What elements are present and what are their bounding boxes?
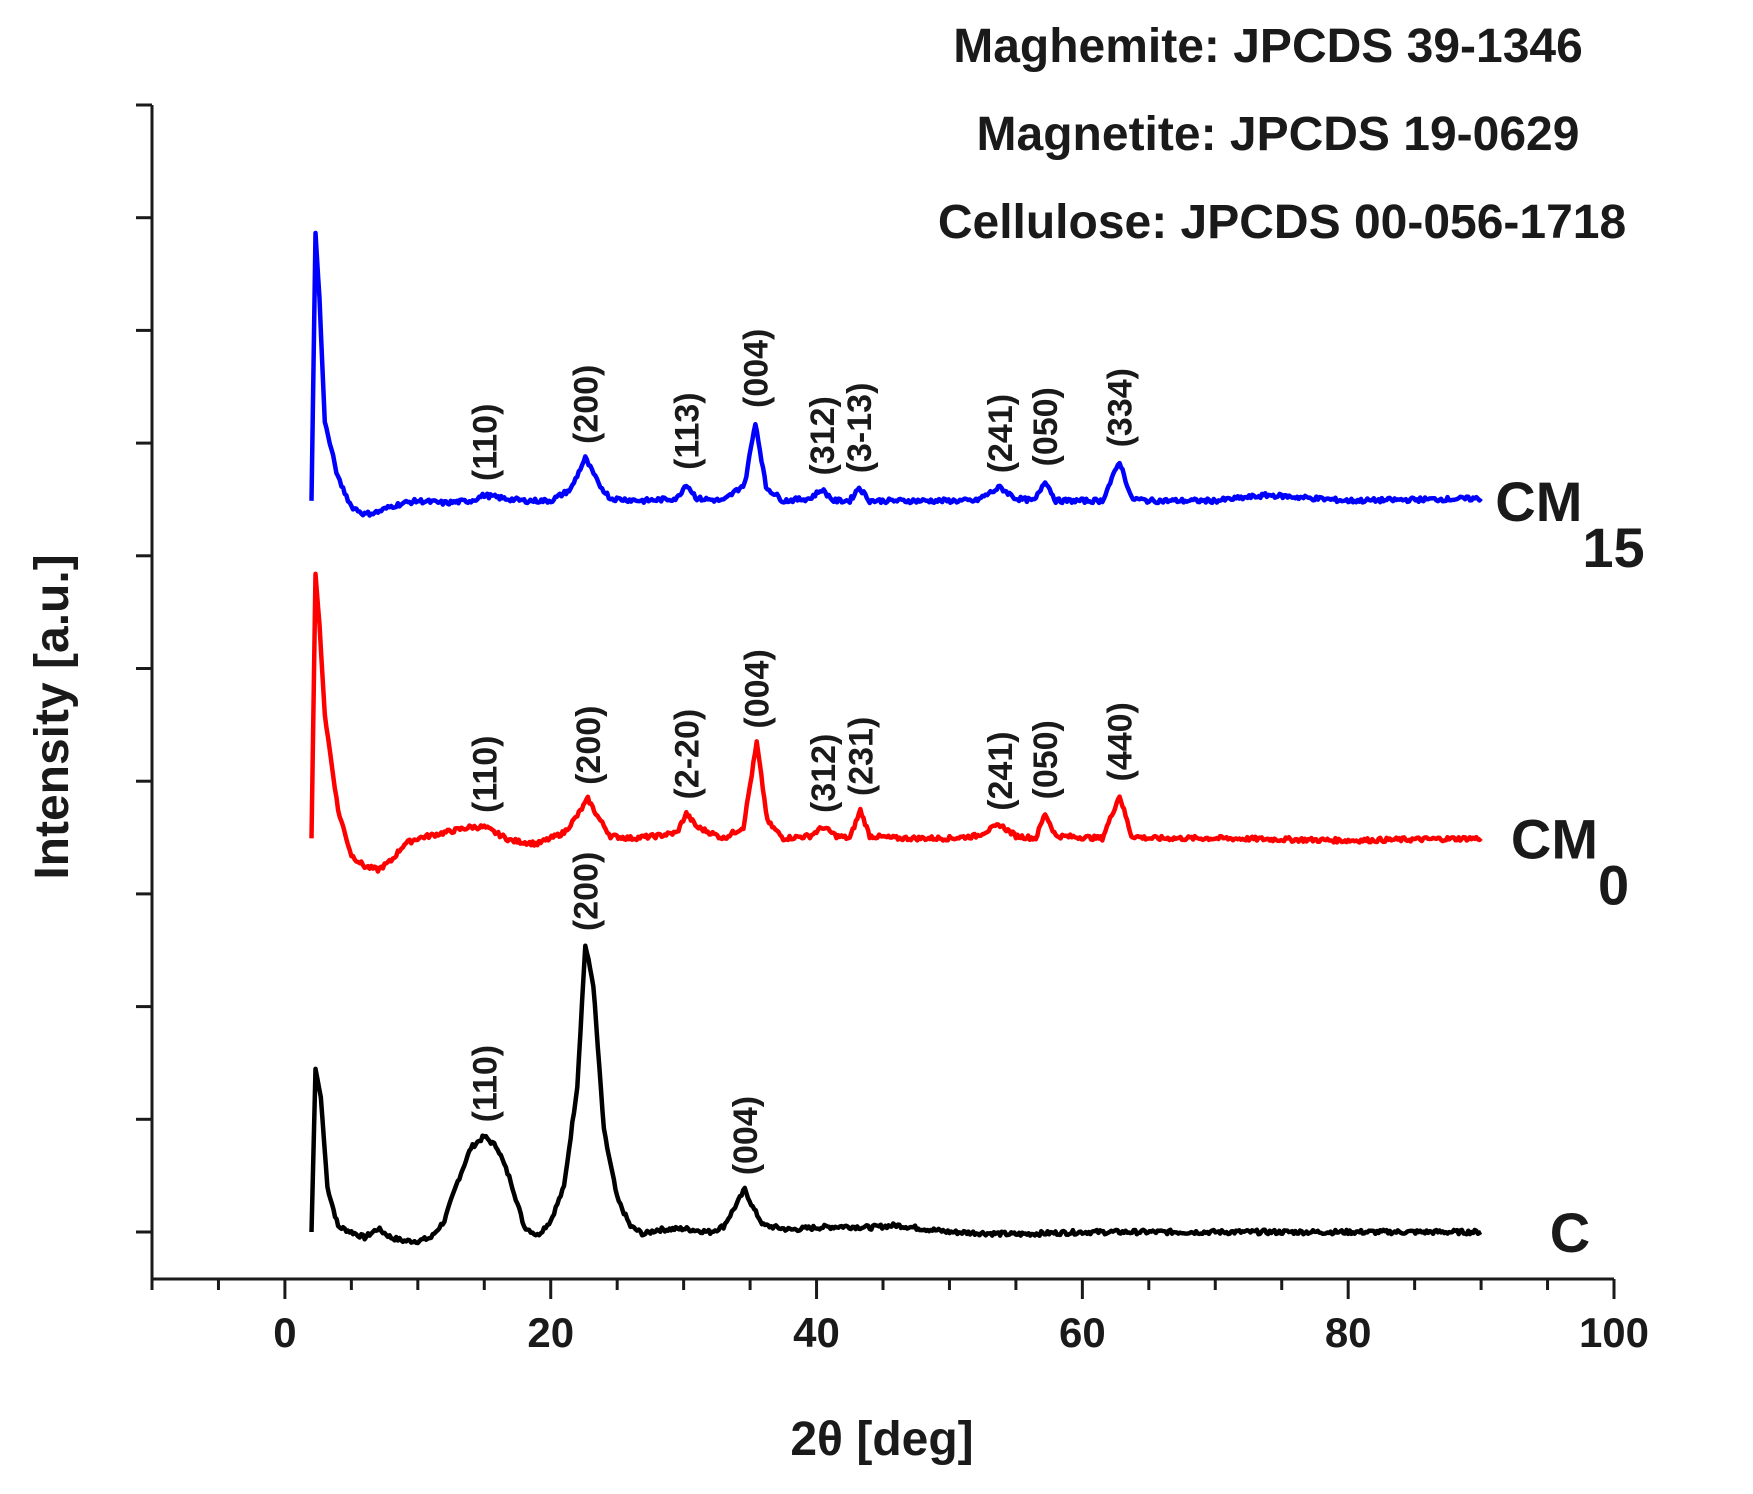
x-axis-title: 2θ [deg] bbox=[790, 1413, 973, 1466]
peak-label-CM15: (334) bbox=[1102, 368, 1140, 447]
x-ticks: 0 20 40 60 80 100 bbox=[150, 1279, 1649, 1356]
x-tick-label: 80 bbox=[1325, 1309, 1372, 1356]
series-line-C bbox=[309, 943, 1483, 1246]
series-label-main: CM bbox=[1495, 470, 1582, 533]
reference-magnetite: Magnetite: JPCDS 19-0629 bbox=[977, 108, 1580, 161]
peak-label-CM0: (004) bbox=[739, 649, 777, 728]
peak-label-C: (110) bbox=[466, 1045, 504, 1123]
series-label-main: C bbox=[1550, 1201, 1590, 1264]
peak-label-CM0: (312) bbox=[805, 734, 843, 813]
peak-label-C: (200) bbox=[567, 852, 605, 931]
peak-label-C: (004) bbox=[727, 1096, 765, 1175]
peak-label-CM15: (3-13) bbox=[841, 383, 879, 474]
peak-label-CM0: (110) bbox=[466, 736, 504, 814]
peak-label-CM0: (231) bbox=[842, 717, 880, 796]
peak-label-CM0: (050) bbox=[1027, 720, 1065, 799]
series-label-sub: 0 bbox=[1598, 853, 1629, 916]
peak-label-CM0: (241) bbox=[982, 731, 1020, 810]
reference-cards: Maghemite: JPCDS 39-1346 Magnetite: JPCD… bbox=[938, 20, 1626, 249]
peak-label-CM15: (200) bbox=[567, 365, 605, 444]
series-line-CM15 bbox=[309, 230, 1483, 518]
x-tick-label: 0 bbox=[273, 1309, 296, 1356]
series-label-C: C bbox=[1550, 1201, 1590, 1264]
series-label-main: CM bbox=[1511, 807, 1598, 870]
reference-maghemite: Maghemite: JPCDS 39-1346 bbox=[953, 20, 1583, 73]
peak-label-CM15: (241) bbox=[982, 394, 1020, 473]
peak-label-CM0: (440) bbox=[1102, 702, 1140, 781]
peak-label-CM15: (050) bbox=[1027, 387, 1065, 466]
peak-label-CM0: (2-20) bbox=[668, 709, 706, 800]
data-series bbox=[309, 230, 1483, 1246]
peak-label-CM0: (200) bbox=[570, 706, 608, 785]
x-tick-label: 100 bbox=[1579, 1309, 1649, 1356]
x-tick-label: 20 bbox=[527, 1309, 574, 1356]
series-line-CM0 bbox=[309, 571, 1483, 874]
peak-label-CM15: (004) bbox=[737, 329, 775, 408]
peak-label-CM15: (113) bbox=[668, 392, 706, 470]
axes bbox=[150, 105, 1614, 1281]
y-axis-title: Intensity [a.u.] bbox=[26, 554, 79, 879]
y-ticks bbox=[136, 103, 152, 1234]
peak-label-CM15: (312) bbox=[804, 396, 842, 475]
peak-labels: (110) (200) (004) (110) (200) (2-20) (004) (312… bbox=[466, 329, 1139, 1176]
reference-cellulose: Cellulose: JPCDS 00-056-1718 bbox=[938, 196, 1626, 249]
x-tick-label: 60 bbox=[1059, 1309, 1106, 1356]
series-label-CM0: CM0 bbox=[1511, 807, 1629, 916]
series-label-CM15: CM15 bbox=[1495, 470, 1644, 579]
x-tick-label: 40 bbox=[793, 1309, 840, 1356]
series-label-sub: 15 bbox=[1582, 516, 1644, 579]
peak-label-CM15: (110) bbox=[466, 404, 504, 482]
